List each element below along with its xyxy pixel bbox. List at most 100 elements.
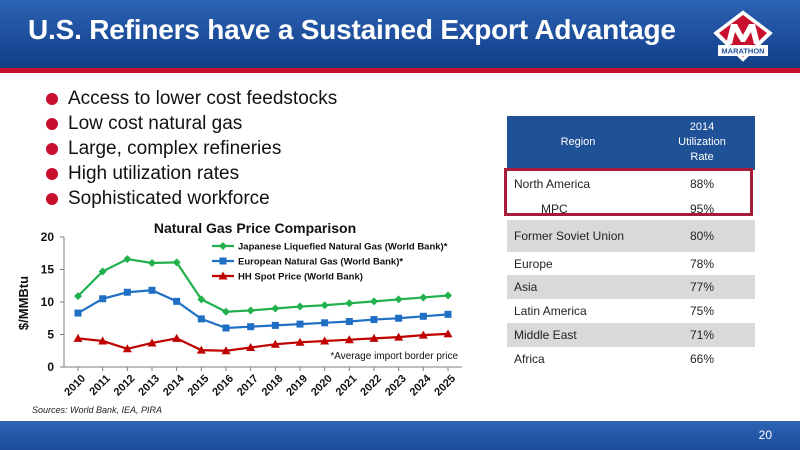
data-point [123, 288, 131, 296]
data-point [394, 332, 404, 341]
legend-label: Japanese Liquefied Natural Gas (World Ba… [238, 242, 448, 253]
x-tick-label: 2011 [87, 373, 112, 398]
data-point [147, 338, 157, 347]
data-point [197, 295, 206, 304]
series-2 [73, 329, 453, 355]
bullet-dot-icon [46, 143, 58, 155]
data-point [444, 291, 452, 300]
header-rate-line: Rate [690, 151, 714, 163]
data-point [197, 315, 205, 323]
page-title: U.S. Refiners have a Sustained Export Ad… [28, 14, 676, 45]
data-point [345, 318, 353, 325]
data-point [370, 297, 378, 306]
bullet-dot-icon [46, 168, 58, 180]
header-rate-lines: 2014 Utilization Rate [649, 120, 755, 165]
series-line [77, 332, 449, 352]
data-point [320, 336, 330, 345]
header-rate-line: 2014 [689, 121, 715, 133]
data-point [98, 336, 108, 345]
data-point [296, 320, 304, 328]
x-tick-label: 2020 [309, 373, 335, 399]
data-point [271, 321, 279, 329]
table-row: Former Soviet Union 80% [507, 220, 755, 252]
data-point [295, 337, 305, 346]
data-point [219, 242, 227, 250]
footer-bar: 20 [0, 421, 800, 450]
chart-title: Natural Gas Price Comparison [154, 220, 356, 236]
data-point [443, 329, 453, 338]
table-row: Europe 78% [514, 256, 715, 271]
header-rate-line: Utilization [678, 136, 726, 148]
gas-price-chart: Natural Gas Price Comparison $/MMBtu *Av… [16, 220, 462, 399]
x-tick-label: 2019 [284, 373, 310, 399]
data-point [98, 267, 107, 276]
data-point [370, 316, 378, 324]
y-tick-label: 15 [41, 263, 55, 277]
x-tick-label: 2018 [260, 373, 286, 399]
data-point [73, 333, 83, 342]
data-point [418, 330, 428, 339]
table-row: North America 88% [514, 176, 715, 191]
x-tick-label: 2024 [408, 372, 434, 398]
data-point [419, 312, 427, 320]
series-line [77, 289, 449, 330]
data-point [99, 295, 107, 303]
data-point [246, 343, 256, 351]
data-point [321, 319, 329, 327]
x-tick-label: 2017 [235, 373, 261, 399]
header-rate: 2014 Utilization Rate [649, 120, 755, 165]
series-1 [74, 286, 452, 332]
page-number: 20 [758, 428, 772, 442]
data-point [148, 286, 156, 294]
y-axis-label: $/MMBtu [16, 276, 31, 330]
data-point [246, 306, 255, 315]
data-point [123, 255, 132, 264]
chart-series [73, 255, 453, 355]
data-point [221, 346, 231, 355]
data-point [196, 345, 206, 354]
header-rule [0, 68, 800, 73]
data-point [172, 258, 181, 267]
y-tick-label: 10 [41, 295, 55, 309]
data-point [74, 309, 82, 317]
x-tick-label: 2012 [112, 373, 138, 399]
data-point [369, 333, 379, 342]
table-row: MPC 95% [541, 201, 715, 216]
chart-legend: Japanese Liquefied Natural Gas (World Ba… [212, 242, 448, 283]
data-point [271, 304, 280, 313]
table-row: Asia 77% [507, 275, 755, 299]
data-point [345, 299, 354, 308]
data-point [320, 301, 329, 310]
x-tick-label: 2010 [62, 373, 88, 399]
x-tick-label: 2013 [136, 373, 162, 399]
bullet-dot-icon [46, 118, 58, 130]
data-point [74, 292, 82, 301]
x-tick-label: 2015 [186, 373, 212, 399]
data-point [444, 310, 452, 318]
bullet-dot-icon [46, 193, 58, 205]
y-tick-label: 0 [47, 360, 54, 374]
bullet-dot-icon [46, 93, 58, 105]
legend-label: HH Spot Price (World Bank) [238, 272, 363, 283]
data-point [173, 297, 181, 305]
x-tick-label: 2021 [334, 373, 360, 399]
data-point [394, 295, 403, 304]
data-point [419, 293, 428, 302]
data-point [122, 344, 132, 353]
data-point [222, 307, 230, 316]
table-header: Region 2014 Utilization Rate [507, 116, 755, 170]
legend-entry: Japanese Liquefied Natural Gas (World Ba… [212, 242, 448, 253]
x-tick-label: 2016 [210, 373, 236, 399]
chart-annotation: *Average import border price [330, 351, 458, 362]
table-row: Middle East 71% [507, 323, 755, 347]
x-tick-label: 2025 [432, 373, 458, 399]
data-point [172, 333, 182, 342]
x-tick-label: 2023 [383, 373, 409, 399]
data-point [148, 259, 156, 267]
logo-text: MARATHON [721, 47, 764, 56]
header-bar: U.S. Refiners have a Sustained Export Ad… [0, 0, 800, 68]
data-point [219, 257, 227, 265]
data-point [218, 271, 228, 280]
data-point [344, 335, 354, 344]
table-row: Latin America 75% [514, 304, 715, 318]
